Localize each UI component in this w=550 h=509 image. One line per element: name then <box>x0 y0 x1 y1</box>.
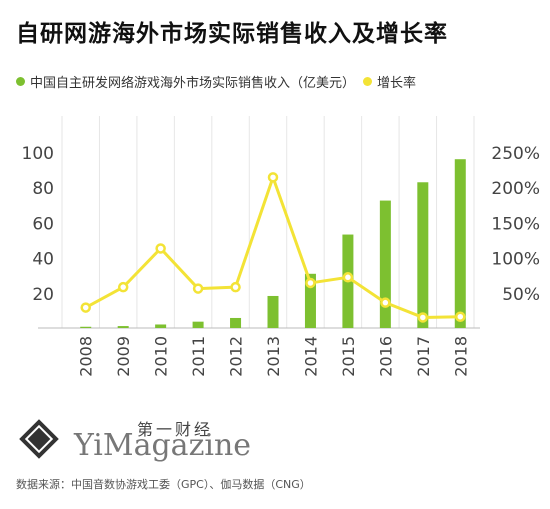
right-axis-tick-label: 100% <box>491 250 540 270</box>
data-source: 数据来源：中国音数协游戏工委（GPC）、伽马数据（CNG） <box>16 478 311 491</box>
left-axis-tick-label: 100 <box>22 144 54 164</box>
chart-title: 自研网游海外市场实际销售收入及增长率 <box>16 21 448 47</box>
brand-english-name: YiMagazine <box>74 428 252 463</box>
yimagazine-logo-icon <box>19 419 59 459</box>
growth-point <box>117 281 129 293</box>
revenue-bar <box>192 321 204 328</box>
right-axis-tick-label: 150% <box>491 214 540 234</box>
x-axis-tick-label: 2016 <box>376 336 395 377</box>
revenue-bar <box>454 159 466 328</box>
x-axis-tick-label: 2017 <box>414 336 433 377</box>
growth-point <box>342 272 354 283</box>
right-axis-tick-label: 200% <box>491 179 540 199</box>
x-axis-tick-label: 2015 <box>339 336 358 377</box>
growth-point <box>80 302 91 313</box>
x-axis-tick-label: 2013 <box>264 336 283 377</box>
left-axis-tick-label: 80 <box>32 179 54 199</box>
legend-swatch-growth <box>363 77 373 86</box>
legend-swatch-revenue <box>16 77 25 86</box>
growth-point <box>417 312 429 323</box>
x-axis-tick-label: 2014 <box>301 336 320 377</box>
growth-point <box>230 281 241 293</box>
revenue-bar <box>379 200 391 328</box>
left-axis-tick-label: 60 <box>32 214 54 234</box>
x-axis-tick-label: 2018 <box>451 336 470 377</box>
growth-point <box>380 297 391 308</box>
growth-point <box>455 311 466 322</box>
legend-label-revenue: 中国自主研发网络游戏海外市场实际销售收入（亿美元） <box>30 76 356 91</box>
left-axis-tick-label: 40 <box>32 250 54 270</box>
right-axis-tick-label: 50% <box>502 285 540 305</box>
left-axis-tick-label: 20 <box>32 285 54 305</box>
right-axis-tick-label: 250% <box>491 144 540 164</box>
revenue-bar <box>230 317 242 328</box>
growth-point <box>305 277 316 289</box>
revenue-bar <box>80 326 92 328</box>
revenue-bar <box>417 182 429 328</box>
legend: 中国自主研发网络游戏海外市场实际销售收入（亿美元） 增长率 <box>16 72 424 91</box>
growth-point <box>155 243 166 254</box>
revenue-bar <box>117 326 129 328</box>
legend-item-revenue: 中国自主研发网络游戏海外市场实际销售收入（亿美元） <box>16 72 355 91</box>
revenue-bar <box>155 324 167 328</box>
x-axis-tick-label: 2010 <box>152 336 171 377</box>
x-axis-tick-label: 2012 <box>227 336 246 377</box>
revenue-bar <box>267 295 279 328</box>
x-axis-tick-label: 2011 <box>189 336 208 377</box>
brand-chinese-name: 第一财经 <box>137 420 214 439</box>
x-axis-tick-label: 2009 <box>114 336 133 377</box>
x-axis-tick-label: 2008 <box>77 336 96 377</box>
growth-point <box>192 283 204 294</box>
revenue-bar <box>304 273 316 328</box>
growth-point <box>267 172 279 183</box>
legend-label-growth: 增长率 <box>377 76 417 91</box>
legend-item-growth: 增长率 <box>363 72 416 91</box>
